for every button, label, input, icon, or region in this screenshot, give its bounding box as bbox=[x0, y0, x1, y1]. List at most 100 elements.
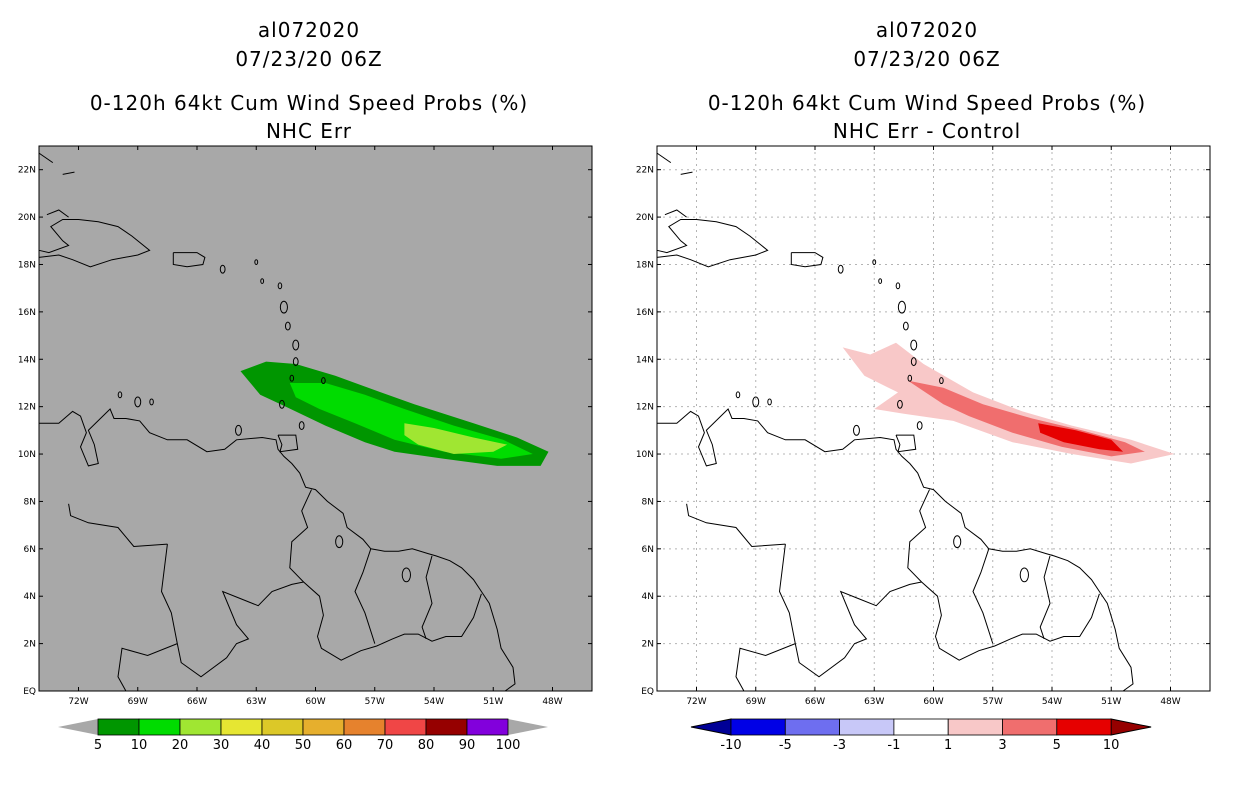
coastline-brazilN bbox=[735, 643, 796, 692]
island-13 bbox=[134, 396, 142, 408]
colorbar-swatch bbox=[893, 718, 949, 736]
y-tick-label: EQ bbox=[641, 687, 654, 697]
island-3 bbox=[910, 339, 918, 351]
island-2 bbox=[292, 357, 299, 367]
coastline-venezuelaS bbox=[686, 503, 786, 548]
island-4 bbox=[284, 321, 291, 331]
colorbar-label: 10 bbox=[131, 738, 148, 753]
y-tick-label: 12N bbox=[636, 403, 654, 413]
x-tick-label: 51W bbox=[483, 697, 503, 707]
y-tick-label: 10N bbox=[18, 450, 36, 460]
island-17 bbox=[1019, 567, 1029, 583]
y-tick-label: 14N bbox=[636, 355, 654, 365]
colorbar-high-arrow bbox=[508, 719, 548, 735]
coastline-guianaBorders bbox=[289, 489, 482, 661]
y-tick-label: 20N bbox=[636, 213, 654, 223]
island-12 bbox=[117, 391, 123, 399]
x-tick-label: 48W bbox=[1160, 697, 1180, 707]
y-tick-label: EQ bbox=[23, 687, 36, 697]
x-tick-label: 54W bbox=[424, 697, 444, 707]
colorbar-label: 80 bbox=[418, 738, 435, 753]
right-storm-id: al072020 bbox=[876, 18, 978, 42]
island-8 bbox=[254, 259, 259, 265]
coastline-trinidad bbox=[895, 434, 917, 453]
island-4 bbox=[902, 321, 909, 331]
island-7 bbox=[260, 278, 265, 284]
colorbar-label: -3 bbox=[833, 738, 846, 753]
island-14 bbox=[149, 398, 154, 406]
colorbar-label: -10 bbox=[720, 738, 741, 753]
right-map-panel: 72W 69W 66W 63W 60W 57W 54W 51W 48W EQ 2N 4N 6N 8N 10N… bbox=[636, 145, 1211, 707]
y-tick-label: 4N bbox=[642, 592, 654, 602]
left-datetime: 07/23/20 06Z bbox=[235, 47, 382, 71]
colorbar-low-arrow bbox=[58, 719, 98, 735]
island-15 bbox=[235, 424, 242, 436]
x-tick-label: 72W bbox=[68, 697, 88, 707]
coastline-guianaBorders bbox=[907, 489, 1100, 661]
y-tick-label: 8N bbox=[642, 497, 654, 507]
y-tick-label: 18N bbox=[18, 260, 36, 270]
colorbar-label: 90 bbox=[459, 738, 476, 753]
x-tick-label: 69W bbox=[128, 697, 148, 707]
island-1 bbox=[289, 374, 295, 382]
y-tick-label: 14N bbox=[18, 355, 36, 365]
colorbar-swatch bbox=[839, 718, 895, 736]
island-9 bbox=[219, 264, 226, 274]
y-tick-label: 2N bbox=[24, 640, 36, 650]
y-tick-label: 6N bbox=[24, 545, 36, 555]
right-datetime: 07/23/20 06Z bbox=[853, 47, 1000, 71]
contour-20-30 bbox=[404, 423, 508, 454]
island-3 bbox=[292, 339, 300, 351]
left-colorbar: 5 10 20 30 40 50 60 70 80 90 100 bbox=[58, 718, 548, 753]
colorbar-label: 30 bbox=[213, 738, 230, 753]
colorbar-label: 5 bbox=[94, 738, 102, 753]
right-colorbar: -10 -5 -3 -1 1 3 5 10 bbox=[690, 718, 1152, 753]
island-2 bbox=[910, 357, 917, 367]
colorbar-label: 3 bbox=[998, 738, 1006, 753]
y-tick-label: 16N bbox=[18, 308, 36, 318]
colorbar-swatch bbox=[179, 718, 222, 736]
x-tick-label: 66W bbox=[805, 697, 825, 707]
coastline-venezuelaS2 bbox=[160, 544, 304, 678]
coastline-southAmerica bbox=[657, 408, 1134, 692]
colorbar-swatch bbox=[220, 718, 263, 736]
coastline-puertoRico bbox=[790, 252, 824, 268]
island-9 bbox=[837, 264, 844, 274]
y-tick-label: 16N bbox=[636, 308, 654, 318]
y-tick-label: 10N bbox=[636, 450, 654, 460]
coastline-venezuelaS bbox=[68, 503, 168, 548]
island-5 bbox=[279, 300, 288, 314]
colorbar-swatch bbox=[947, 718, 1003, 736]
island-14 bbox=[767, 398, 772, 406]
colorbar-high-arrow bbox=[1110, 718, 1152, 736]
right-subtitle: NHC Err - Control bbox=[833, 119, 1021, 143]
coastline-bahamas1 bbox=[656, 152, 672, 164]
y-tick-label: 20N bbox=[18, 213, 36, 223]
coastline-bahamas2 bbox=[62, 171, 75, 175]
coastline-surinameE bbox=[421, 555, 433, 640]
colorbar-label: 70 bbox=[377, 738, 394, 753]
island-10 bbox=[321, 377, 326, 385]
y-tick-label: 22N bbox=[18, 166, 36, 176]
left-map-panel: 72W 69W 66W 63W 60W 57W 54W 51W 48W EQ 2N 4N 6N 8N 10N… bbox=[18, 145, 593, 707]
x-tick-label: 57W bbox=[983, 697, 1003, 707]
island-12 bbox=[735, 391, 741, 399]
y-tick-label: 6N bbox=[642, 545, 654, 555]
colorbar-label: 60 bbox=[336, 738, 353, 753]
colorbar-label: 100 bbox=[496, 738, 521, 753]
x-tick-label: 63W bbox=[246, 697, 266, 707]
y-tick-label: 4N bbox=[24, 592, 36, 602]
island-16 bbox=[953, 535, 962, 549]
island-1 bbox=[907, 374, 913, 382]
left-title: 0-120h 64kt Cum Wind Speed Probs (%) bbox=[90, 91, 528, 115]
colorbar-label: 50 bbox=[295, 738, 312, 753]
x-tick-label: 60W bbox=[923, 697, 943, 707]
right-title: 0-120h 64kt Cum Wind Speed Probs (%) bbox=[708, 91, 1146, 115]
left-storm-id: al072020 bbox=[258, 18, 360, 42]
coastline-bahamas1 bbox=[38, 152, 54, 164]
colorbar-swatch bbox=[343, 718, 386, 736]
colorbar-swatch bbox=[302, 718, 345, 736]
coastline-hispaniola bbox=[656, 219, 769, 268]
y-tick-label: 22N bbox=[636, 166, 654, 176]
colorbar-label: 10 bbox=[1103, 738, 1120, 753]
